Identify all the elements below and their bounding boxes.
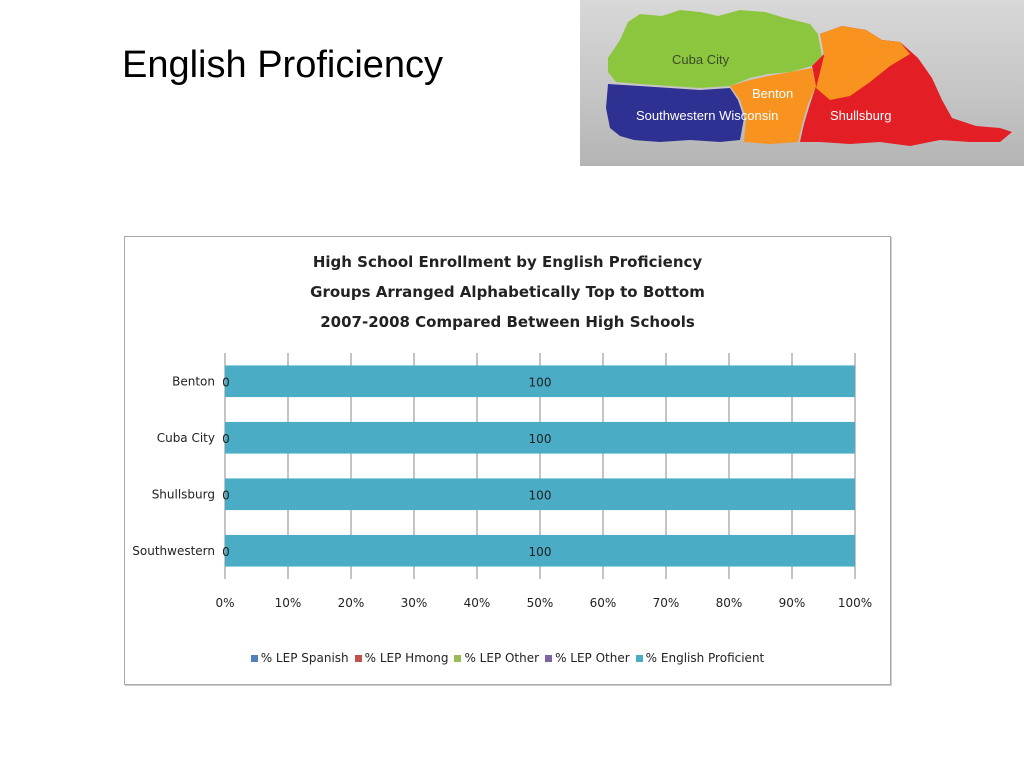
data-label-first-series: 0 <box>222 375 230 389</box>
district-map: Cuba City Benton Southwestern Wisconsin … <box>580 0 1024 166</box>
category-label: Shullsburg <box>152 487 215 501</box>
data-label-last-series: 100 <box>529 488 552 502</box>
legend-swatch <box>635 655 643 662</box>
legend-label: % LEP Hmong <box>364 651 449 665</box>
district-map-graphic: Cuba City Benton Southwestern Wisconsin … <box>606 10 1012 146</box>
legend-swatch <box>454 655 462 662</box>
legend-swatch <box>354 655 362 662</box>
data-label-last-series: 100 <box>529 545 552 559</box>
legend-item: % LEP Other <box>545 651 630 665</box>
x-tick-label: 30% <box>401 596 428 610</box>
bar-segment <box>225 421 855 454</box>
x-tick-label: 60% <box>590 596 617 610</box>
data-label-first-series: 0 <box>222 545 230 559</box>
bar-segment <box>225 478 855 511</box>
x-tick-label: 50% <box>527 596 554 610</box>
legend-item: % LEP Hmong <box>354 651 449 665</box>
chart-frame: High School Enrollment by English Profic… <box>124 236 891 685</box>
x-tick-label: 70% <box>653 596 680 610</box>
chart-legend: % LEP Spanish % LEP Hmong % LEP Other % LEP… <box>125 651 890 665</box>
slide-title: English Proficiency <box>122 44 444 86</box>
map-label-cuba-city: Cuba City <box>672 52 730 67</box>
x-tick-label: 80% <box>716 596 743 610</box>
chart-title-line-3: 2007-2008 Compared Between High Schools <box>320 313 695 331</box>
map-region-cuba-city <box>608 10 822 88</box>
x-tick-label: 10% <box>275 596 302 610</box>
legend-label: % LEP Other <box>555 651 630 665</box>
legend-item: % LEP Other <box>454 651 539 665</box>
x-tick-label: 90% <box>779 596 806 610</box>
x-tick-label: 100% <box>838 596 872 610</box>
data-label-last-series: 100 <box>529 375 552 389</box>
legend-item: % English Proficient <box>635 651 765 665</box>
bar-chart-plot: 0% 10% 20% 30% 40% 50% 60% 70% 80% 90% 100% Benton 0… <box>132 353 872 610</box>
legend-label: % English Proficient <box>645 651 765 665</box>
x-tick-label: 20% <box>338 596 365 610</box>
map-region-shullsburg-orange <box>816 26 910 100</box>
x-tick-label: 0% <box>215 596 234 610</box>
map-region-benton <box>730 68 816 144</box>
chart-title-line-2: Groups Arranged Alphabetically Top to Bo… <box>310 283 705 301</box>
data-label-first-series: 0 <box>222 432 230 446</box>
legend-label: % LEP Other <box>464 651 540 665</box>
map-label-southwestern: Southwestern Wisconsin <box>636 108 778 123</box>
legend-item: % LEP Spanish <box>250 651 349 665</box>
category-label: Southwestern <box>132 544 215 558</box>
chart-title-line-1: High School Enrollment by English Profic… <box>312 253 703 271</box>
map-region-southwestern <box>606 84 744 142</box>
data-label-last-series: 100 <box>529 432 552 446</box>
category-label: Cuba City <box>157 431 215 445</box>
legend-swatch <box>250 655 258 662</box>
map-label-shullsburg: Shullsburg <box>830 108 891 123</box>
data-label-first-series: 0 <box>222 488 230 502</box>
x-tick-label: 40% <box>464 596 491 610</box>
bar-segment <box>225 365 855 398</box>
category-label: Benton <box>172 374 215 388</box>
legend-label: % LEP Spanish <box>260 651 349 665</box>
legend-swatch <box>545 655 553 662</box>
map-label-benton: Benton <box>752 86 793 101</box>
bar-segment <box>225 534 855 567</box>
